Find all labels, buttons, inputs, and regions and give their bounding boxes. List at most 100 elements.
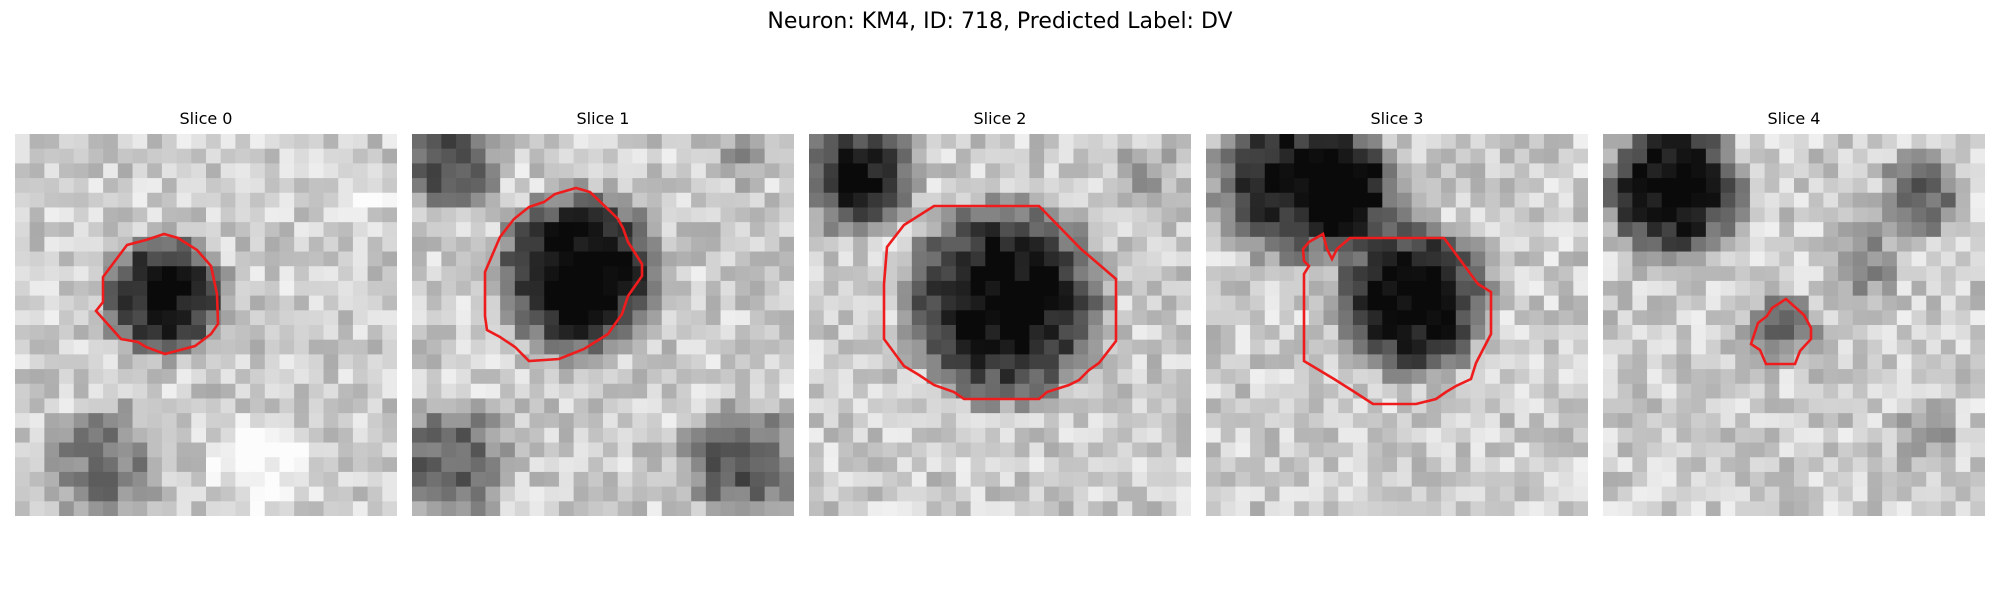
pixel xyxy=(1397,339,1413,355)
pixel xyxy=(1852,442,1869,458)
pixel xyxy=(1455,134,1472,150)
pixel xyxy=(426,325,442,341)
pixel xyxy=(1352,310,1369,326)
pixel xyxy=(1926,339,1942,355)
pixel xyxy=(1632,251,1648,267)
pixel xyxy=(500,295,516,311)
pixel xyxy=(191,413,207,429)
pixel xyxy=(161,295,178,311)
pixel xyxy=(1558,310,1574,326)
pixel xyxy=(1470,427,1486,444)
pixel xyxy=(412,354,428,370)
pixel xyxy=(1441,354,1457,370)
pixel xyxy=(955,148,972,164)
pixel xyxy=(1441,427,1457,444)
pixel xyxy=(1499,251,1516,267)
pixel xyxy=(294,325,310,341)
pixel xyxy=(897,207,913,223)
pixel xyxy=(1867,280,1883,297)
pixel xyxy=(1514,163,1530,179)
pixel xyxy=(764,339,780,355)
pixel xyxy=(1676,280,1692,297)
pixel xyxy=(1808,192,1824,209)
pixel xyxy=(1294,207,1310,223)
pixel xyxy=(573,501,589,516)
pixel xyxy=(1823,398,1839,414)
pixel xyxy=(1647,134,1663,150)
pixel xyxy=(647,163,663,179)
pixel xyxy=(1882,134,1898,150)
pixel xyxy=(1573,134,1588,150)
pixel xyxy=(1470,207,1486,223)
pixel xyxy=(970,178,986,194)
pixel xyxy=(117,295,134,311)
pixel xyxy=(485,427,501,444)
pixel xyxy=(632,148,648,164)
pixel xyxy=(1970,148,1985,164)
pixel xyxy=(735,427,751,444)
pixel xyxy=(1235,383,1251,400)
pixel xyxy=(1955,413,1971,429)
pixel xyxy=(588,442,604,458)
pixel xyxy=(1485,207,1501,223)
pixel xyxy=(838,413,854,429)
pixel xyxy=(764,398,780,414)
pixel xyxy=(647,339,663,355)
pixel xyxy=(1543,325,1560,341)
pixel xyxy=(441,398,457,414)
pixel xyxy=(573,413,589,429)
pixel xyxy=(1088,427,1104,444)
pixel xyxy=(220,427,236,444)
pixel xyxy=(88,486,104,502)
pixel xyxy=(1088,501,1104,516)
pixel xyxy=(661,354,678,370)
pixel xyxy=(117,280,134,297)
pixel xyxy=(176,457,192,473)
pixel xyxy=(632,310,648,326)
pixel xyxy=(59,295,75,311)
pixel xyxy=(1617,236,1633,253)
pixel xyxy=(117,383,134,400)
pixel xyxy=(882,398,898,414)
pixel xyxy=(1573,192,1588,209)
pixel xyxy=(809,471,825,488)
pixel xyxy=(1911,251,1927,267)
pixel xyxy=(691,207,707,223)
pixel xyxy=(441,354,457,370)
pixel xyxy=(955,486,972,502)
pixel xyxy=(749,178,766,194)
pixel xyxy=(897,486,913,502)
pixel xyxy=(44,148,60,164)
pixel xyxy=(73,163,90,179)
pixel xyxy=(529,163,545,179)
pixel xyxy=(1705,178,1722,194)
pixel xyxy=(132,501,148,516)
pixel xyxy=(29,266,45,282)
pixel xyxy=(705,339,722,355)
pixel xyxy=(1970,383,1985,400)
pixel xyxy=(1896,134,1913,150)
pixel xyxy=(1000,178,1016,194)
pixel xyxy=(1852,501,1869,516)
pixel xyxy=(485,457,501,473)
pixel xyxy=(1044,148,1060,164)
pixel xyxy=(676,354,692,370)
pixel xyxy=(1823,383,1839,400)
pixel xyxy=(1691,383,1707,400)
pixel xyxy=(308,398,325,414)
pixel xyxy=(382,295,397,311)
pixel xyxy=(103,280,119,297)
pixel xyxy=(661,266,678,282)
pixel xyxy=(1691,251,1707,267)
pixel xyxy=(853,310,869,326)
pixel xyxy=(1955,222,1971,238)
pixel xyxy=(1617,383,1633,400)
pixel xyxy=(1206,163,1222,179)
pixel xyxy=(1044,266,1060,282)
pixel xyxy=(1264,192,1281,209)
pixel xyxy=(897,266,913,282)
pixel xyxy=(1955,427,1971,444)
pixel xyxy=(1779,148,1795,164)
pixel xyxy=(941,442,957,458)
pixel xyxy=(15,413,31,429)
